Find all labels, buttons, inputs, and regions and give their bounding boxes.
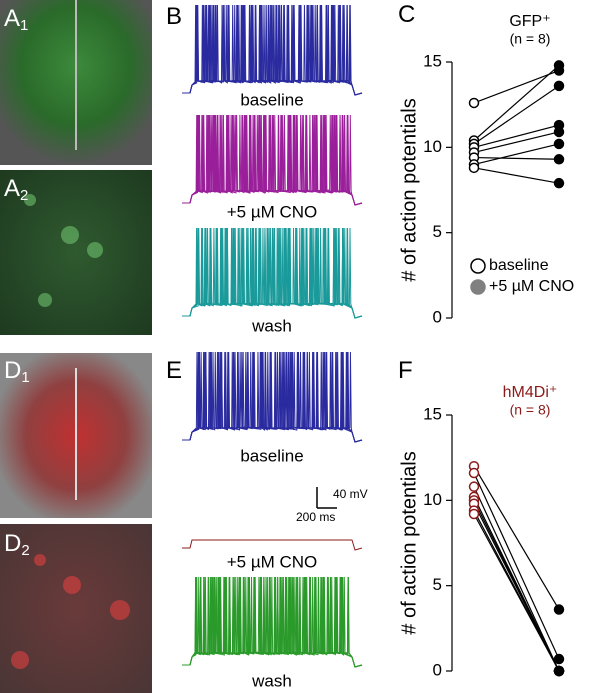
chart-title: GFP⁺ [509, 13, 550, 30]
voltage-trace [182, 114, 363, 206]
panel-label: A2 [4, 175, 28, 204]
y-tick-label: 0 [433, 307, 442, 326]
chart-subtitle: (n = 8) [510, 402, 551, 418]
legend-marker [470, 279, 486, 295]
scale-bar [316, 487, 337, 509]
pair-line [473, 156, 560, 160]
data-point [553, 138, 565, 150]
data-point [553, 60, 565, 71]
chart-subtitle: (n = 8) [510, 31, 551, 47]
panel-label: F [398, 357, 413, 384]
data-point [553, 665, 565, 677]
pair-line [473, 69, 560, 104]
panel-label: C [398, 1, 415, 28]
y-axis-label: # of action potentials [398, 451, 420, 634]
y-tick-label: 5 [433, 222, 442, 241]
panel-label: A1 [4, 5, 28, 34]
panel-letter: A [4, 5, 20, 32]
y-tick-label: 15 [423, 404, 442, 423]
panel-sub: 1 [21, 369, 29, 386]
panel-letter: D [4, 357, 21, 384]
voltage-trace [182, 114, 363, 206]
legend-label: +5 µM CNO [489, 278, 574, 295]
scale-time: 200 ms [296, 510, 335, 524]
panel-letter: B [166, 3, 182, 30]
pair-line [473, 472, 560, 660]
pair-line [473, 143, 560, 165]
voltage-trace [182, 4, 363, 96]
data-point [553, 154, 565, 165]
pair-line [473, 486, 560, 672]
voltage-trace [182, 227, 363, 319]
y-tick-label: 15 [423, 51, 442, 70]
panel-letter: C [398, 1, 415, 28]
y-axis-label: # of action potentials [398, 98, 420, 281]
trace-label: baseline [240, 90, 303, 109]
data-point [553, 604, 565, 615]
pair-line [473, 131, 560, 154]
pair-line [473, 513, 560, 672]
pair-line [473, 85, 560, 145]
legend-label: baseline [489, 257, 549, 274]
data-point [468, 162, 480, 174]
panel-letter: E [166, 357, 182, 384]
data-point [553, 126, 565, 138]
panel-letter: D [4, 530, 21, 557]
scale-voltage: 40 mV [333, 487, 368, 501]
y-tick-label: 5 [433, 575, 442, 594]
trace-label: +5 µM CNO [227, 552, 318, 571]
panel-label: E [166, 357, 182, 384]
data-point [553, 80, 565, 92]
voltage-trace [182, 539, 363, 551]
panel-label: D2 [4, 530, 30, 559]
cells-a2 [24, 194, 103, 307]
data-point [468, 481, 480, 492]
panel-sub: 2 [21, 542, 29, 559]
panel-label: D1 [4, 357, 30, 386]
pair-line [473, 465, 560, 610]
pair-line [473, 167, 560, 184]
trace-label: baseline [240, 446, 303, 465]
panel-sub: 1 [20, 17, 28, 34]
voltage-trace [182, 576, 363, 668]
legend-marker [470, 258, 486, 274]
panel-letter: A [4, 175, 20, 202]
chart-title: hM4Di⁺ [503, 384, 558, 401]
data-point [468, 508, 480, 520]
data-point [553, 177, 565, 189]
panel-label: B [166, 3, 182, 30]
y-tick-label: 10 [423, 490, 442, 509]
panel-sub: 2 [20, 187, 28, 204]
y-tick-label: 0 [433, 660, 442, 679]
pair-line [473, 124, 560, 148]
data-point [553, 653, 565, 665]
pair-line [473, 64, 560, 141]
data-point [468, 97, 480, 109]
y-tick-label: 10 [423, 137, 442, 156]
cells-d2 [11, 554, 130, 669]
trace-label: +5 µM CNO [227, 202, 318, 221]
voltage-trace [182, 351, 363, 443]
trace-label: wash [251, 316, 292, 335]
trace-label: wash [251, 671, 292, 690]
panel-letter: F [398, 357, 413, 384]
data-point [468, 467, 480, 479]
voltage-trace [182, 351, 363, 443]
